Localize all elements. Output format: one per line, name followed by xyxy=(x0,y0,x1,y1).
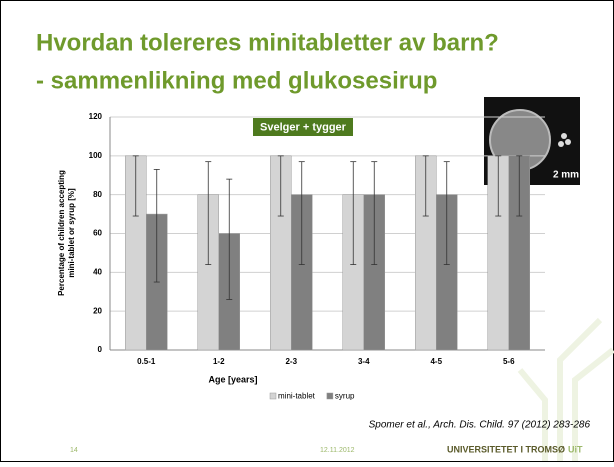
error-bar xyxy=(205,161,212,265)
error-bar xyxy=(153,169,160,283)
x-tick-label: 0.5-1 xyxy=(137,357,156,366)
y-tick-label: 80 xyxy=(93,190,102,199)
error-bar xyxy=(277,155,284,217)
y-tick-label: 20 xyxy=(93,306,102,315)
error-bar xyxy=(422,155,429,217)
error-bar xyxy=(516,155,523,217)
logo: UiT xyxy=(568,444,583,454)
legend-label: syrup xyxy=(335,392,355,401)
photo-label: 2 mm xyxy=(553,170,579,181)
error-bar xyxy=(350,161,357,265)
tablet xyxy=(561,133,567,139)
y-axis-label: Percentage of children accepting xyxy=(57,170,66,296)
y-axis-label: mini-tablet or syrup [%] xyxy=(67,188,76,278)
tablet xyxy=(565,139,571,145)
y-tick-label: 60 xyxy=(93,229,102,238)
page-number: 14 xyxy=(70,447,78,454)
error-bar xyxy=(298,161,305,265)
x-tick-label: 5-6 xyxy=(503,357,515,366)
x-tick-label: 3-4 xyxy=(358,357,370,366)
x-axis-label: Age [years] xyxy=(208,374,257,384)
y-tick-label: 40 xyxy=(93,267,102,276)
slide-title: Hvordan tolereres minitabletter av barn? xyxy=(36,29,499,56)
x-tick-label: 4-5 xyxy=(430,357,442,366)
annotation: Svelger + tygger xyxy=(260,121,347,133)
date: 12.11.2012 xyxy=(320,447,355,454)
x-tick-label: 2-3 xyxy=(285,357,297,366)
y-tick-label: 120 xyxy=(89,112,103,121)
error-bar xyxy=(132,155,139,217)
photo: 2 mm xyxy=(484,97,580,185)
decoration xyxy=(517,317,614,461)
error-bar xyxy=(226,178,233,300)
error-bar xyxy=(371,161,378,265)
legend-swatch xyxy=(326,392,334,400)
citation: Spomer et al., Arch. Dis. Child. 97 (201… xyxy=(369,420,591,431)
annotation-box xyxy=(253,118,353,136)
x-tick-label: 1-2 xyxy=(213,357,225,366)
y-tick-label: 100 xyxy=(89,151,103,160)
tablet xyxy=(558,141,564,147)
legend-swatch xyxy=(269,392,277,400)
error-bar xyxy=(443,161,450,265)
slide-title: - sammenlikning med glukosesirup xyxy=(36,67,437,94)
legend-label: mini-tablet xyxy=(278,392,316,401)
y-tick-label: 0 xyxy=(98,345,103,354)
error-bar xyxy=(495,155,502,217)
university: UNIVERSITETET I TROMSØ xyxy=(447,444,565,454)
